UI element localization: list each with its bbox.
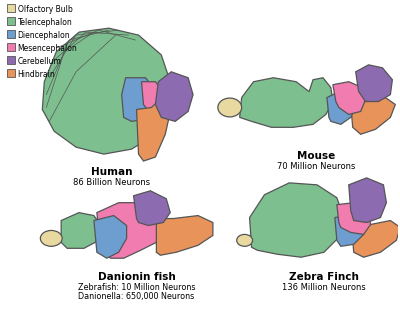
Polygon shape: [61, 213, 101, 248]
Bar: [7, 4, 14, 12]
Polygon shape: [122, 78, 155, 121]
Text: 136 Million Neurons: 136 Million Neurons: [282, 283, 366, 292]
Text: Human: Human: [91, 167, 132, 177]
Polygon shape: [337, 203, 370, 234]
Polygon shape: [335, 214, 364, 246]
Ellipse shape: [218, 98, 242, 117]
Text: Zebrafish: 10 Million Neurons: Zebrafish: 10 Million Neurons: [78, 283, 195, 292]
Bar: [7, 56, 14, 64]
Text: Olfactory Bulb: Olfactory Bulb: [18, 5, 72, 14]
Polygon shape: [42, 28, 170, 154]
Text: 70 Million Neurons: 70 Million Neurons: [277, 162, 355, 171]
Polygon shape: [352, 220, 400, 257]
Bar: [7, 43, 14, 51]
Text: Mouse: Mouse: [297, 151, 335, 161]
Ellipse shape: [237, 234, 252, 246]
Polygon shape: [349, 178, 386, 222]
Text: Mesencephalon: Mesencephalon: [18, 44, 77, 53]
Polygon shape: [333, 82, 366, 115]
Text: Diencephalon: Diencephalon: [18, 31, 70, 40]
Text: Danionella: 650,000 Neurons: Danionella: 650,000 Neurons: [78, 292, 195, 301]
Bar: [7, 30, 14, 38]
Bar: [7, 17, 14, 25]
Polygon shape: [240, 78, 333, 127]
Polygon shape: [156, 215, 213, 255]
Text: 86 Billion Neurons: 86 Billion Neurons: [73, 178, 150, 187]
Text: Zebra Finch: Zebra Finch: [289, 272, 359, 282]
Polygon shape: [155, 72, 193, 121]
Polygon shape: [97, 203, 166, 258]
Bar: [7, 69, 14, 77]
Text: Cerebellum: Cerebellum: [18, 57, 62, 66]
Polygon shape: [134, 191, 170, 225]
Polygon shape: [94, 215, 127, 258]
Polygon shape: [136, 95, 171, 161]
Polygon shape: [351, 98, 395, 134]
Text: Danionin fish: Danionin fish: [98, 272, 176, 282]
Polygon shape: [356, 65, 392, 102]
Ellipse shape: [40, 230, 62, 246]
Text: Hindbrain: Hindbrain: [18, 70, 55, 79]
Polygon shape: [250, 183, 344, 257]
Polygon shape: [142, 82, 163, 115]
Text: Telencephalon: Telencephalon: [18, 18, 72, 27]
Polygon shape: [327, 92, 356, 124]
